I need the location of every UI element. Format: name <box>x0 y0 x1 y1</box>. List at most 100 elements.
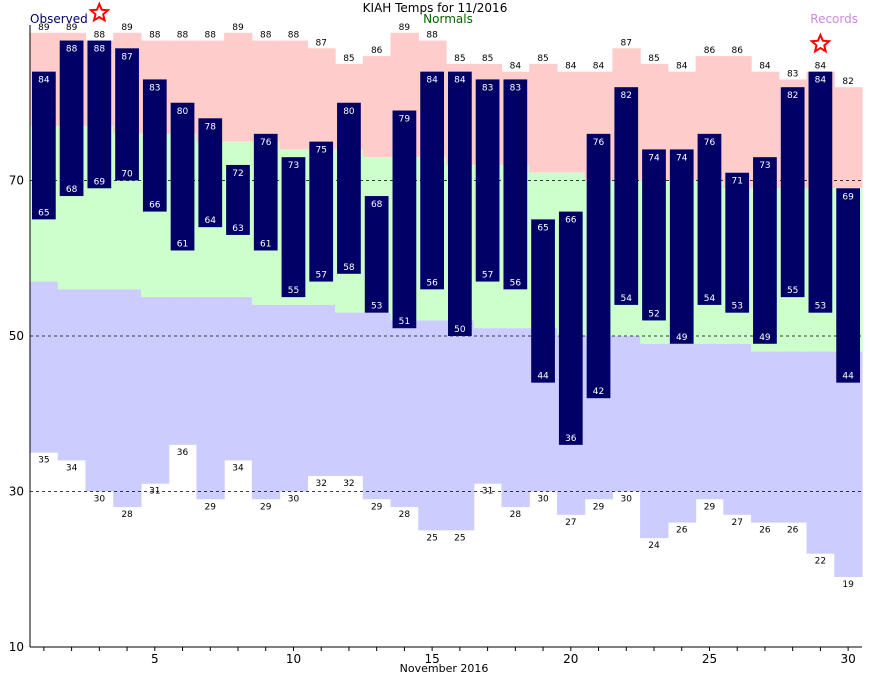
record-low-band <box>667 343 697 523</box>
observed-high-label: 83 <box>149 83 160 93</box>
observed-high-label: 82 <box>787 91 798 101</box>
record-low-label: 36 <box>177 448 189 458</box>
observed-high-label: 87 <box>121 52 132 62</box>
record-high-label: 88 <box>426 31 438 41</box>
record-low-band <box>723 343 752 515</box>
record-low-label: 30 <box>94 495 106 505</box>
record-low-label: 28 <box>121 510 133 520</box>
record-high-band <box>529 63 558 173</box>
record-low-band <box>335 312 364 476</box>
legend-normals: Normals <box>423 12 473 26</box>
record-low-band <box>113 289 142 508</box>
record-low-label: 30 <box>537 495 549 505</box>
observed-high-label: 78 <box>205 122 217 132</box>
observed-bar <box>753 157 777 344</box>
observed-low-label: 53 <box>731 302 742 312</box>
record-low-label: 30 <box>288 495 300 505</box>
observed-bar <box>337 102 361 274</box>
observed-bar <box>780 87 805 298</box>
record-high-label: 85 <box>343 54 354 64</box>
observed-high-label: 69 <box>842 192 854 202</box>
observed-high-label: 88 <box>94 45 106 55</box>
observed-low-label: 65 <box>38 208 49 218</box>
observed-low-label: 55 <box>288 286 299 296</box>
observed-low-label: 68 <box>66 185 78 195</box>
observed-high-label: 84 <box>38 76 50 86</box>
record-high-label: 88 <box>260 31 272 41</box>
record-low-band <box>140 297 170 484</box>
observed-high-label: 74 <box>648 153 660 163</box>
x-tick-label: 10 <box>286 652 301 666</box>
record-low-label: 34 <box>66 463 78 473</box>
observed-bar <box>309 141 334 282</box>
observed-bar <box>725 172 750 313</box>
observed-bar <box>170 102 195 251</box>
observed-bar <box>642 149 666 321</box>
x-tick-label: 25 <box>702 652 717 666</box>
observed-bar <box>142 79 167 212</box>
record-low-band <box>501 328 530 508</box>
record-low-label: 22 <box>815 557 826 567</box>
record-low-band <box>446 320 475 531</box>
record-low-label: 34 <box>232 463 244 473</box>
record-high-band <box>307 48 336 150</box>
y-tick-label: 10 <box>9 640 24 654</box>
record-low-label: 24 <box>648 541 660 551</box>
observed-low-label: 52 <box>648 309 659 319</box>
observed-bar <box>697 133 722 305</box>
record-low-label: 29 <box>205 502 217 512</box>
observed-low-label: 49 <box>676 333 688 343</box>
observed-bar <box>558 211 583 445</box>
observed-high-label: 76 <box>260 138 272 148</box>
record-high-label: 84 <box>759 62 771 72</box>
y-tick-label: 70 <box>9 174 24 188</box>
record-high-label: 85 <box>482 54 493 64</box>
observed-high-label: 83 <box>482 83 493 93</box>
observed-low-label: 42 <box>593 387 604 397</box>
observed-low-label: 56 <box>426 278 438 288</box>
record-low-label: 31 <box>482 487 493 497</box>
record-high-band <box>251 40 281 142</box>
record-low-band <box>778 351 808 523</box>
record-high-label: 84 <box>593 62 605 72</box>
record-low-band <box>751 351 780 523</box>
record-low-band <box>695 343 724 500</box>
record-high-label: 83 <box>787 69 798 79</box>
observed-high-label: 65 <box>537 223 548 233</box>
record-high-label: 88 <box>205 31 217 41</box>
record-low-band <box>473 328 503 484</box>
observed-high-label: 76 <box>704 138 716 148</box>
plot-area: 89 35 84 65 89 34 88 68 88 30 88 69 89 28 87 70 88 31 83 66… <box>9 1 863 666</box>
observed-bar <box>836 188 860 383</box>
record-high-band <box>723 56 752 189</box>
observed-high-label: 72 <box>232 169 243 179</box>
record-low-band <box>362 312 392 500</box>
record-high-label: 89 <box>232 23 244 33</box>
observed-bar <box>59 40 84 197</box>
record-low-band <box>279 304 308 492</box>
record-high-label: 88 <box>94 31 106 41</box>
record-low-band <box>251 304 281 500</box>
record-high-band <box>556 71 586 173</box>
record-high-label: 85 <box>454 54 465 64</box>
x-tick-label: 20 <box>563 652 578 666</box>
record-low-label: 29 <box>704 502 716 512</box>
record-high-label: 89 <box>121 23 133 33</box>
record-high-label: 86 <box>731 46 743 56</box>
record-low-label: 29 <box>260 502 272 512</box>
record-low-label: 30 <box>621 495 633 505</box>
observed-low-label: 44 <box>537 372 549 382</box>
observed-bar <box>614 87 639 305</box>
record-low-band <box>640 343 669 539</box>
record-low-band <box>390 320 419 508</box>
record-high-label: 82 <box>842 77 853 87</box>
record-low-label: 29 <box>371 502 383 512</box>
record-low-label: 27 <box>731 518 742 528</box>
observed-low-label: 54 <box>704 294 716 304</box>
record-low-band <box>196 297 225 500</box>
observed-low-label: 57 <box>315 271 326 281</box>
record-high-band <box>224 32 253 142</box>
x-tick-label: 15 <box>424 652 439 666</box>
observed-high-label: 80 <box>177 107 189 117</box>
observed-bar <box>32 71 56 220</box>
